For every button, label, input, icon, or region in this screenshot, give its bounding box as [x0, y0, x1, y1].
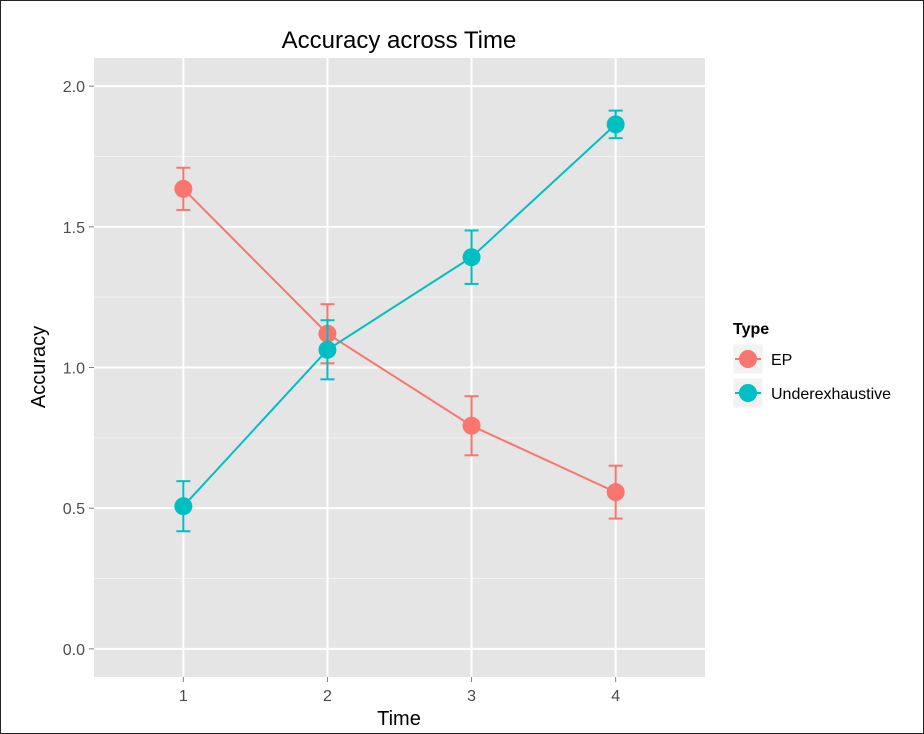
- x-axis: 1 2 3 4: [179, 677, 620, 705]
- series-underexhaustive: [174, 109, 625, 533]
- legend: Type EP Underexhaustive: [732, 321, 891, 409]
- y-tick-label: 0.5: [63, 501, 85, 518]
- legend-item-underexhaustive: Underexhaustive: [732, 377, 891, 409]
- series-line: [182, 123, 617, 507]
- grid-lines: [94, 58, 705, 677]
- x-tick-label: 3: [467, 688, 476, 705]
- data-point: [606, 483, 625, 502]
- data-point: [462, 416, 481, 435]
- y-tick-label: 1.5: [63, 220, 85, 237]
- legend-item-ep: EP: [732, 343, 792, 375]
- data-point: [318, 340, 337, 359]
- x-tick-label: 2: [323, 688, 332, 705]
- y-tick-label: 2.0: [63, 79, 85, 96]
- series-ep: [174, 166, 625, 520]
- series-layer: [174, 109, 625, 533]
- legend-label: Underexhaustive: [771, 386, 891, 403]
- data-point: [462, 248, 481, 267]
- data-point: [174, 179, 193, 198]
- data-point: [174, 497, 193, 516]
- legend-key-point: [739, 350, 757, 368]
- legend-title: Type: [733, 321, 769, 338]
- y-axis-label: Accuracy: [28, 326, 50, 408]
- legend-items: EP Underexhaustive: [732, 343, 891, 409]
- y-axis: 0.0 0.5 1.0 1.5 2.0: [63, 79, 94, 659]
- legend-key-point: [739, 384, 757, 402]
- x-axis-label: Time: [377, 708, 421, 730]
- chart-title: Accuracy across Time: [282, 27, 517, 54]
- x-tick-label: 4: [611, 688, 620, 705]
- y-tick-label: 1.0: [63, 361, 85, 378]
- data-point: [606, 115, 625, 134]
- series-line: [182, 188, 617, 494]
- x-tick-label: 1: [179, 688, 188, 705]
- y-tick-label: 0.0: [63, 642, 85, 659]
- legend-label: EP: [771, 352, 792, 369]
